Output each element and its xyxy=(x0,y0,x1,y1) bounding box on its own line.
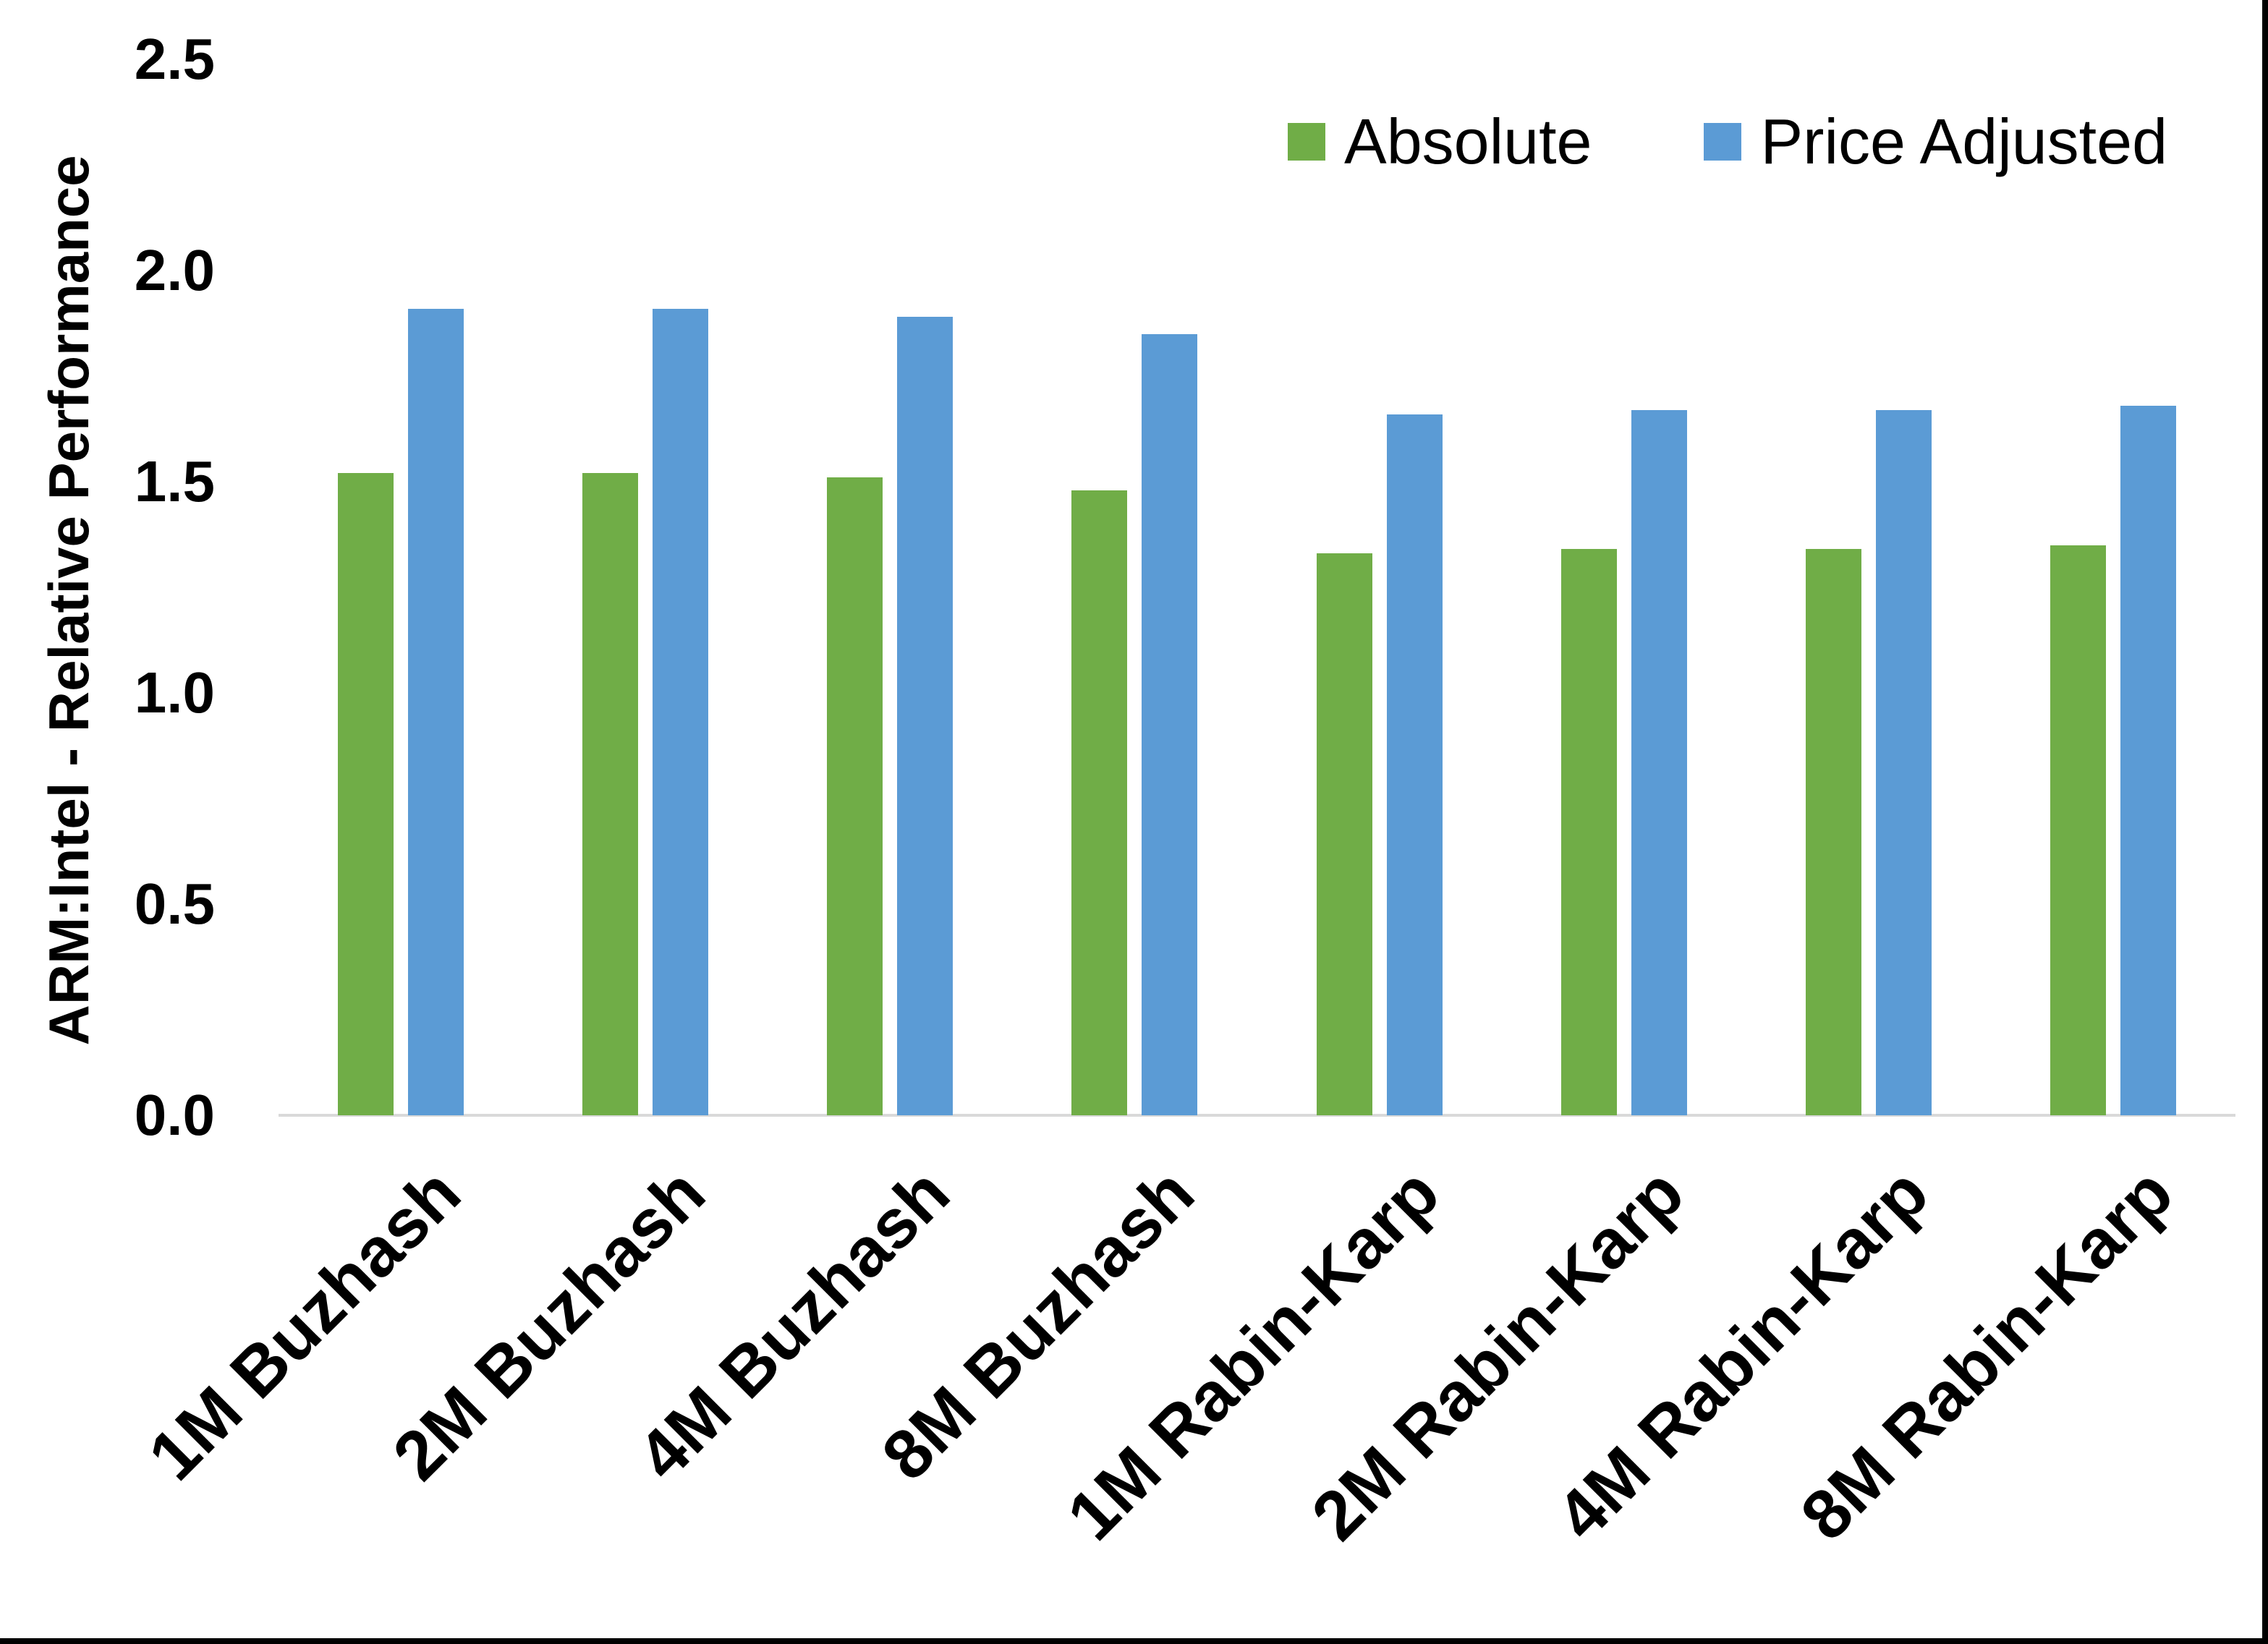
x-axis-line xyxy=(279,1114,2235,1117)
y-tick-label-1-0: 1.0 xyxy=(134,660,215,725)
bar-price-adjusted-4m-buzhash xyxy=(897,317,953,1115)
legend: Absolute Price Adjusted xyxy=(1288,110,2167,174)
x-category-label-1m-buzhash: 1M Buzhash xyxy=(134,1154,475,1495)
y-tick-label-2-5: 2.5 xyxy=(134,27,215,91)
bar-absolute-1m-buzhash xyxy=(338,473,394,1115)
legend-swatch-absolute xyxy=(1288,123,1325,161)
legend-item-price-adjusted: Price Adjusted xyxy=(1704,110,2167,174)
x-category-label-1m-rabin-karp: 1M Rabin-Karp xyxy=(1053,1154,1454,1555)
bar-absolute-1m-rabin-karp xyxy=(1317,553,1372,1115)
bar-price-adjusted-1m-rabin-karp xyxy=(1387,414,1443,1115)
legend-swatch-price-adjusted xyxy=(1704,123,1742,161)
bar-price-adjusted-2m-rabin-karp xyxy=(1631,410,1687,1115)
bar-absolute-2m-buzhash xyxy=(582,473,638,1115)
legend-label-absolute: Absolute xyxy=(1344,106,1592,177)
bar-price-adjusted-2m-buzhash xyxy=(653,309,708,1115)
bar-price-adjusted-8m-buzhash xyxy=(1142,334,1197,1115)
border-bottom xyxy=(0,1638,2268,1644)
border-right xyxy=(2262,0,2268,1644)
bar-absolute-8m-rabin-karp xyxy=(2050,545,2106,1115)
bar-absolute-4m-rabin-karp xyxy=(1806,549,1861,1115)
y-tick-label-2-0: 2.0 xyxy=(134,238,215,302)
bar-absolute-4m-buzhash xyxy=(827,477,883,1115)
y-tick-label-0-5: 0.5 xyxy=(134,872,215,936)
y-tick-label-1-5: 1.5 xyxy=(134,449,215,514)
bar-absolute-8m-buzhash xyxy=(1071,490,1127,1115)
bar-price-adjusted-4m-rabin-karp xyxy=(1876,410,1932,1115)
bar-price-adjusted-1m-buzhash xyxy=(408,309,464,1115)
legend-label-price-adjusted: Price Adjusted xyxy=(1760,106,2168,177)
bar-absolute-2m-rabin-karp xyxy=(1561,549,1617,1115)
legend-item-absolute: Absolute xyxy=(1288,110,1592,174)
bar-price-adjusted-8m-rabin-karp xyxy=(2120,406,2176,1115)
y-tick-label-0-0: 0.0 xyxy=(134,1083,215,1147)
